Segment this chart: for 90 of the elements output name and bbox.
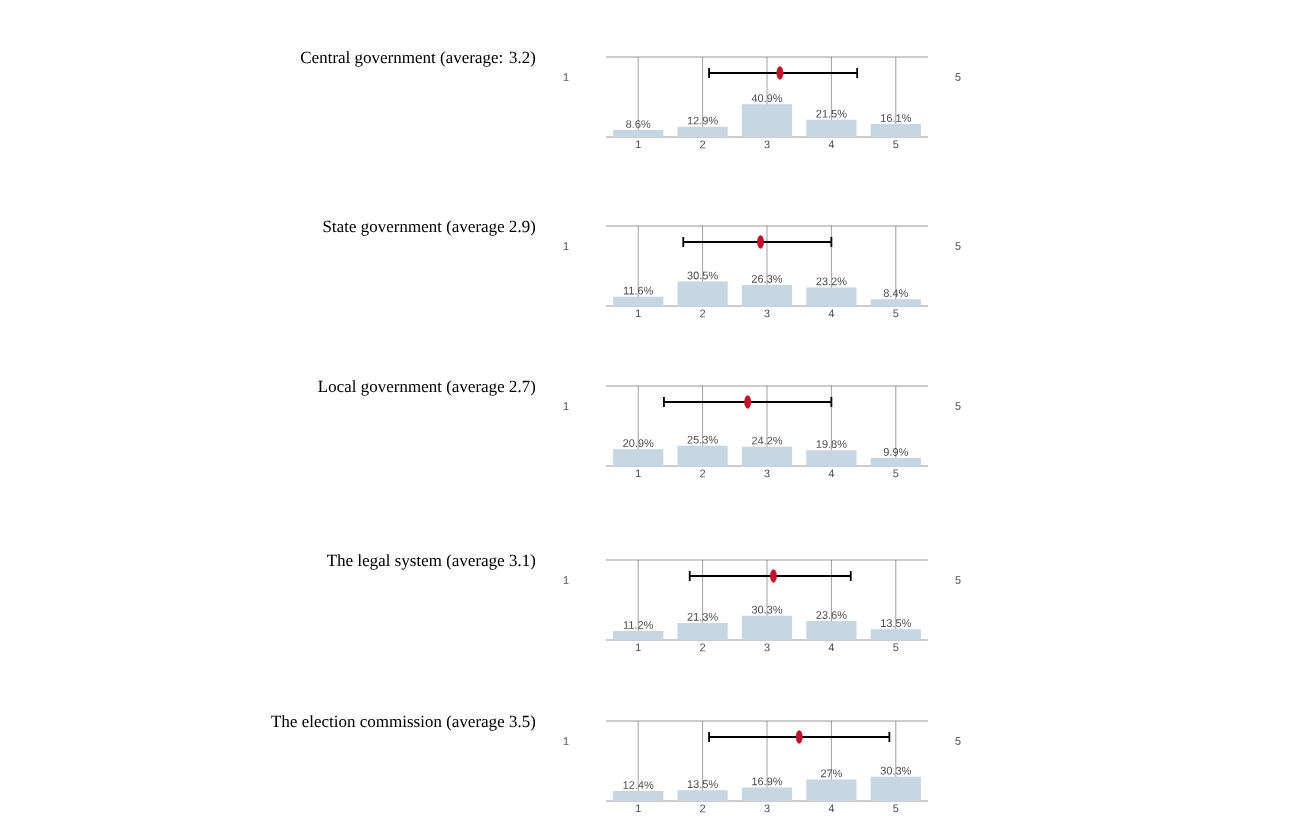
bar xyxy=(741,284,793,306)
x-tick-label: 4 xyxy=(828,469,835,478)
x-tick-label: 2 xyxy=(700,643,706,652)
x-tick-label: 2 xyxy=(700,804,706,813)
text: The election commission (average 3.5) xyxy=(271,715,536,731)
data-label: 13.5% xyxy=(881,619,911,627)
x-tick-label: 5 xyxy=(893,643,899,652)
text: The legal system (average 3.1) xyxy=(327,554,536,570)
data-label: 30.3% xyxy=(880,766,911,775)
data-label: 21.5% xyxy=(816,109,847,118)
text: 5 xyxy=(955,73,961,81)
data-label: 24.2% xyxy=(751,436,783,445)
data-label: 16.1% xyxy=(881,114,911,122)
bar xyxy=(870,124,921,137)
x-tick-label: 1 xyxy=(635,469,641,478)
data-label: 16.9% xyxy=(752,777,783,786)
text: 5 xyxy=(955,242,961,250)
x-tick-label: 3 xyxy=(764,804,770,813)
x-tick-label: 4 xyxy=(828,140,835,149)
text: 5 xyxy=(955,402,961,410)
x-tick-label: 1 xyxy=(635,309,641,318)
text: 1 xyxy=(563,73,569,81)
data-label: 9.9% xyxy=(883,448,908,456)
bar xyxy=(677,126,728,137)
x-tick-label: 1 xyxy=(635,643,641,652)
x-tick-label: 2 xyxy=(700,309,706,318)
x-tick-label: 3 xyxy=(764,469,770,478)
bar xyxy=(677,281,728,306)
bar xyxy=(613,296,664,306)
x-tick-label: 5 xyxy=(893,804,899,813)
x-tick-label: 4 xyxy=(828,309,835,318)
bar xyxy=(613,791,664,801)
data-label: 8.6% xyxy=(626,120,651,128)
x-tick-label: 2 xyxy=(700,140,706,149)
bar xyxy=(806,621,857,640)
text: 1 xyxy=(563,576,569,584)
data-label: 26.3% xyxy=(751,274,783,283)
x-tick-label: 1 xyxy=(635,140,641,149)
x-tick-label: 2 xyxy=(700,469,706,478)
x-tick-label: 3 xyxy=(764,643,770,652)
bar xyxy=(806,450,857,466)
x-tick-label: 3 xyxy=(764,309,770,318)
data-label: 30.3% xyxy=(751,605,783,614)
bar xyxy=(741,787,793,801)
bar xyxy=(806,119,857,137)
bar xyxy=(741,104,793,137)
bar xyxy=(613,449,664,466)
x-tick-label: 3 xyxy=(764,140,770,149)
bar xyxy=(870,776,921,801)
text: 5 xyxy=(955,576,961,584)
bar xyxy=(677,790,728,801)
data-label: 27% xyxy=(820,769,843,778)
bar xyxy=(870,458,921,466)
data-label: 11.2% xyxy=(623,621,653,629)
x-tick-label: 5 xyxy=(893,469,899,478)
data-label: 40.9% xyxy=(751,94,783,103)
bar xyxy=(741,615,793,640)
x-tick-label: 4 xyxy=(828,804,835,813)
x-tick-label: 4 xyxy=(828,643,835,652)
data-label: 19.8% xyxy=(816,440,847,448)
bar xyxy=(870,299,921,306)
bar xyxy=(741,446,793,466)
data-label: 8.4% xyxy=(883,289,908,298)
data-label: 25.3% xyxy=(687,435,718,444)
text: 1 xyxy=(563,242,569,250)
text: 1 xyxy=(563,737,569,745)
bar xyxy=(806,779,857,801)
bar xyxy=(870,629,921,640)
x-tick-label: 1 xyxy=(635,804,641,813)
bar xyxy=(677,622,728,640)
data-label: 23.2% xyxy=(816,277,847,286)
data-label: 13.5% xyxy=(687,780,718,788)
data-label: 30.5% xyxy=(687,271,718,280)
bar xyxy=(613,631,664,640)
bar xyxy=(613,130,664,137)
text: Local government (average 2.7) xyxy=(318,380,536,396)
data-label: 20.9% xyxy=(623,439,654,448)
x-tick-label: 5 xyxy=(893,309,899,318)
text: State government (average 2.9) xyxy=(323,220,536,236)
text: Central government (average: 3.2) xyxy=(300,51,536,67)
data-label: 11.6% xyxy=(623,286,653,295)
text: 1 xyxy=(563,402,569,410)
data-label: 12.9% xyxy=(687,116,718,125)
data-label: 12.4% xyxy=(623,781,654,789)
bar xyxy=(677,445,728,466)
data-label: 21.3% xyxy=(687,612,718,621)
text: 5 xyxy=(955,737,961,745)
x-tick-label: 5 xyxy=(893,140,899,149)
bar xyxy=(806,287,857,306)
data-label: 23.6% xyxy=(816,611,847,619)
